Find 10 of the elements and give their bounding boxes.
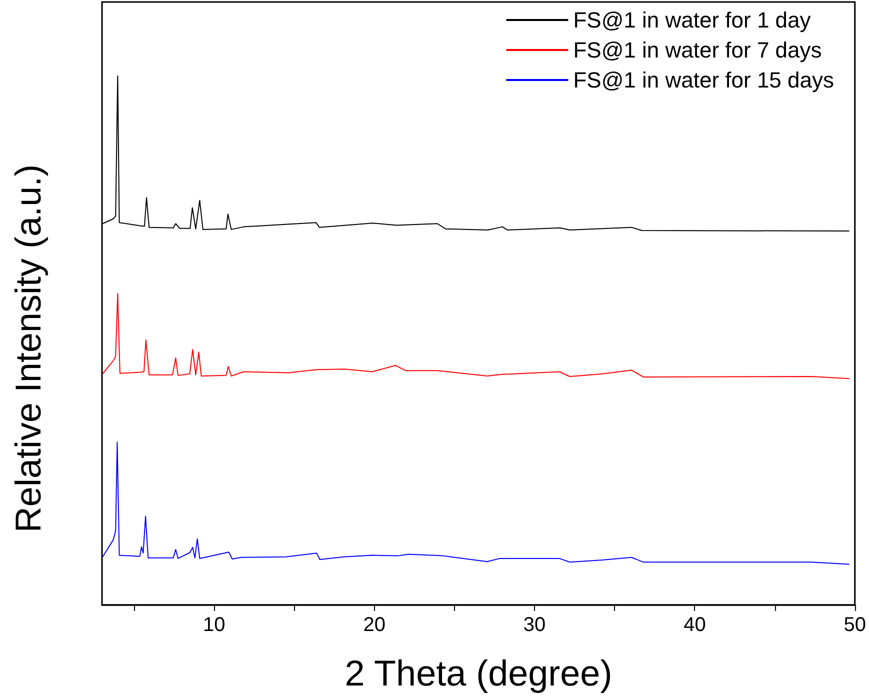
x-tick-label: 20 (363, 614, 386, 636)
legend-label: FS@1 in water for 1 day (573, 8, 811, 32)
legend-label: FS@1 in water for 7 days (573, 38, 822, 62)
x-tick-label: 50 (844, 614, 866, 636)
x-tick-label: 40 (684, 614, 706, 636)
x-tick-label: 10 (203, 614, 226, 636)
y-axis-title: Relative Intensity (a.u.) (8, 164, 48, 533)
x-axis-title: 2 Theta (degree) (344, 652, 612, 694)
x-tick-label: 30 (523, 614, 546, 636)
legend-label: FS@1 in water for 15 days (573, 68, 834, 92)
